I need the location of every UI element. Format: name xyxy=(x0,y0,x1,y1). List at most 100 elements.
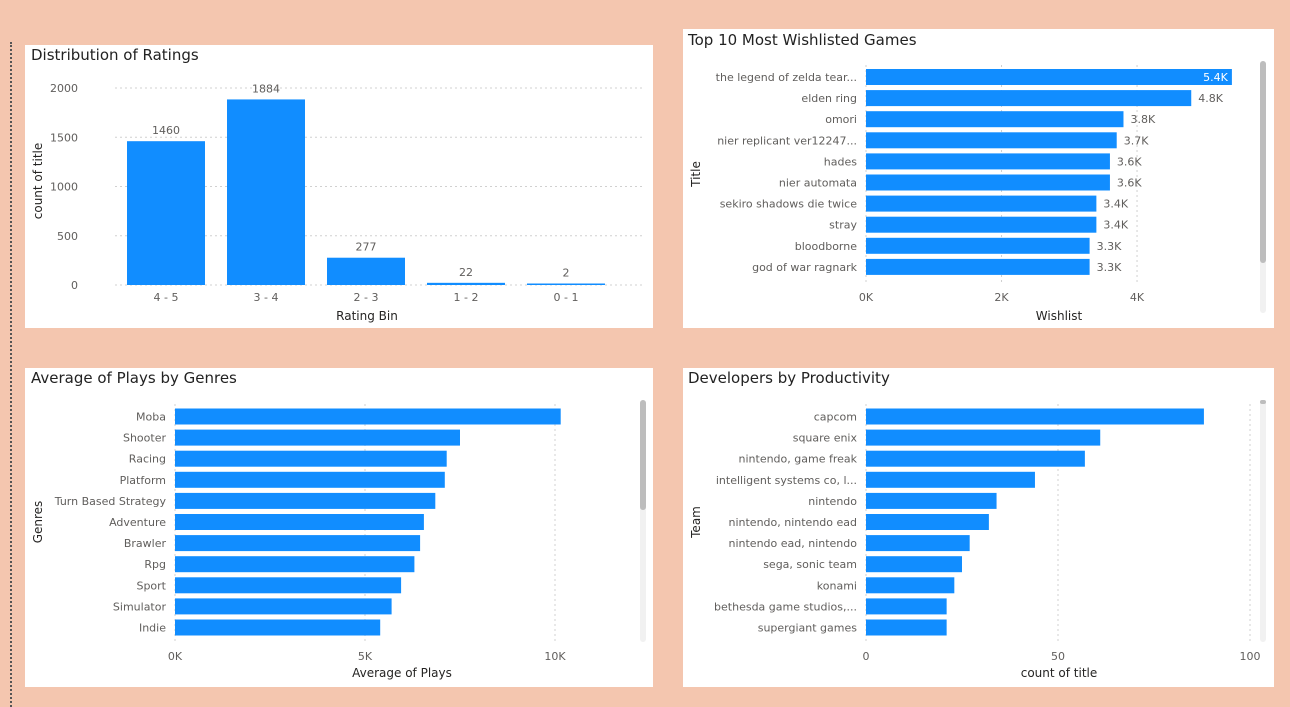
category-label: Sport xyxy=(136,579,166,592)
x-axis-title: Rating Bin xyxy=(336,309,398,323)
bar xyxy=(227,99,305,285)
bar xyxy=(866,429,1101,446)
category-label: Shooter xyxy=(123,432,166,445)
wishlist-chart: 0K 2K 4K the legend of zelda tear... 5.4K eld… xyxy=(689,65,1232,323)
category-label: capcom xyxy=(814,411,857,424)
bar xyxy=(427,282,505,285)
y-axis-title: Team xyxy=(689,506,703,539)
genres-chart: 0K 5K 10K Moba Shooter Racing Platform Turn Bas… xyxy=(31,404,566,680)
data-label: 5.4K xyxy=(1203,71,1228,84)
bar xyxy=(866,69,1232,85)
category-label: sega, sonic team xyxy=(763,558,857,571)
y-axis-title: count of title xyxy=(31,143,45,220)
bar xyxy=(127,141,205,285)
bar xyxy=(866,535,970,552)
bar xyxy=(866,471,1035,488)
data-label: 2 xyxy=(563,267,570,280)
x-tick-label: 3 - 4 xyxy=(254,291,279,304)
y-tick-label: 1000 xyxy=(50,181,78,194)
bar xyxy=(527,283,605,285)
ratings-card[interactable]: Distribution of Ratings 0 500 1000 1500 2000… xyxy=(25,45,653,328)
x-tick-label: 50 xyxy=(1051,650,1065,663)
bar xyxy=(175,492,436,509)
category-label: Platform xyxy=(120,474,166,487)
category-label: sekiro shadows die twice xyxy=(720,198,858,211)
data-label: 4.8K xyxy=(1198,92,1223,105)
category-label: intelligent systems co, l... xyxy=(716,474,857,487)
bar xyxy=(866,237,1090,254)
category-label: nintendo, game freak xyxy=(739,453,858,466)
category-label: Adventure xyxy=(109,516,166,529)
bar xyxy=(866,619,947,636)
data-label: 1460 xyxy=(152,124,180,137)
x-tick-label: 10K xyxy=(544,650,566,663)
genres-card[interactable]: Average of Plays by Genres 0K 5K 10K Moba Sh… xyxy=(25,368,653,687)
x-tick-label: 2 - 3 xyxy=(354,291,379,304)
chart-title: Top 10 Most Wishlisted Games xyxy=(688,31,917,49)
scrollbar-thumb[interactable] xyxy=(1260,400,1266,404)
data-label: 3.4K xyxy=(1103,198,1128,211)
category-label: stray xyxy=(829,219,857,232)
category-label: Indie xyxy=(139,622,166,635)
scrollbar[interactable] xyxy=(1260,400,1266,642)
category-label: elden ring xyxy=(801,92,857,105)
bar xyxy=(866,258,1090,275)
y-tick-label: 2000 xyxy=(50,82,78,95)
x-tick-label: 1 - 2 xyxy=(454,291,479,304)
x-tick-label: 100 xyxy=(1240,650,1261,663)
bar xyxy=(175,535,421,552)
x-axis-title: count of title xyxy=(1021,666,1098,680)
x-tick-label: 4K xyxy=(1130,291,1145,304)
x-axis-title: Wishlist xyxy=(1036,309,1083,323)
bar xyxy=(866,216,1097,233)
data-label: 3.7K xyxy=(1124,134,1149,147)
x-tick-label: 0K xyxy=(859,291,874,304)
category-label: nintendo xyxy=(808,495,857,508)
category-label: konami xyxy=(817,579,857,592)
y-tick-label: 0 xyxy=(71,279,78,292)
scrollbar-thumb[interactable] xyxy=(640,400,646,510)
data-label: 3.3K xyxy=(1097,240,1122,253)
scrollbar[interactable] xyxy=(1260,61,1266,313)
ratings-chart: 0 500 1000 1500 2000 1460 4 - 5 1884 3 - 4 277 2 -… xyxy=(31,82,643,323)
bar xyxy=(327,257,405,285)
category-label: bloodborne xyxy=(795,240,857,253)
bar xyxy=(866,492,997,509)
bar xyxy=(866,556,962,573)
category-label: Moba xyxy=(136,411,166,424)
bar xyxy=(866,90,1192,107)
bar xyxy=(866,132,1117,149)
bar xyxy=(175,471,445,488)
scrollbar[interactable] xyxy=(640,400,646,642)
developers-card[interactable]: Developers by Productivity 0 50 100 capcom s… xyxy=(683,368,1274,687)
category-label: square enix xyxy=(793,432,858,445)
category-label: god of war ragnark xyxy=(752,261,858,274)
category-label: bethesda game studios,... xyxy=(714,600,857,613)
bar xyxy=(175,514,424,530)
y-axis-title: Title xyxy=(689,161,703,188)
category-label: hades xyxy=(824,155,857,168)
chart-title: Distribution of Ratings xyxy=(31,46,199,64)
category-label: the legend of zelda tear... xyxy=(716,71,857,84)
bar xyxy=(866,195,1097,212)
chart-title: Average of Plays by Genres xyxy=(31,369,237,387)
x-axis-title: Average of Plays xyxy=(352,666,452,680)
bar xyxy=(175,450,447,467)
y-tick-label: 1500 xyxy=(50,131,78,144)
x-tick-label: 2K xyxy=(994,291,1009,304)
bar xyxy=(866,408,1204,425)
bar xyxy=(175,619,381,636)
data-label: 3.4K xyxy=(1103,219,1128,232)
category-label: nintendo ead, nintendo xyxy=(728,537,857,550)
category-label: supergiant games xyxy=(758,622,858,635)
x-tick-label: 0 - 1 xyxy=(554,291,579,304)
bar xyxy=(175,429,460,446)
data-label: 3.6K xyxy=(1117,177,1142,190)
y-tick-label: 500 xyxy=(57,230,78,243)
bar xyxy=(866,153,1110,170)
wishlist-card[interactable]: Top 10 Most Wishlisted Games 0K 2K 4K the l… xyxy=(683,29,1274,328)
data-label: 277 xyxy=(356,241,377,254)
scrollbar-thumb[interactable] xyxy=(1260,61,1266,263)
category-label: Brawler xyxy=(124,537,167,550)
data-label: 3.6K xyxy=(1117,155,1142,168)
